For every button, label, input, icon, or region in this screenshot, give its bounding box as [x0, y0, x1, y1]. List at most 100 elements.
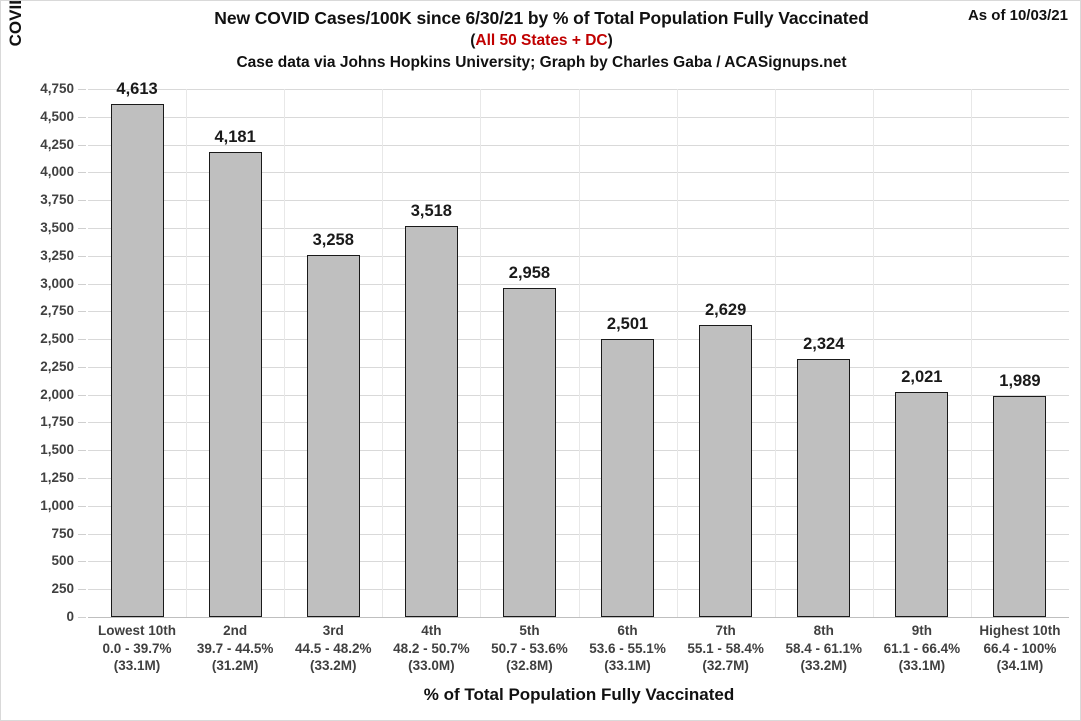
bar[interactable] [895, 392, 949, 617]
y-tick-mark [78, 227, 86, 229]
y-axis-tick-label: 4,750 [40, 81, 74, 96]
y-axis-tick-label: 1,250 [40, 470, 74, 486]
x-axis-category-label: 5th 50.7 - 53.6% (32.8M) [469, 622, 589, 675]
y-tick-mark [78, 589, 86, 591]
y-axis-tick-label: 3,000 [40, 275, 74, 291]
bar-value-label: 2,501 [606, 314, 649, 333]
y-axis-tick-label: 0 [66, 609, 74, 624]
x-axis-category-label: 2nd 39.7 - 44.5% (31.2M) [175, 622, 295, 675]
category-name: 6th [617, 623, 638, 638]
category-population: (33.2M) [800, 658, 847, 673]
category-name: 4th [421, 623, 442, 638]
category-population: (31.2M) [211, 658, 259, 673]
y-axis-tick-label: 2,250 [40, 358, 74, 374]
y-tick-mark [78, 144, 86, 146]
chart-header: New COVID Cases/100K since 6/30/21 by % … [1, 7, 1080, 73]
bar[interactable] [110, 104, 164, 617]
category-range: 39.7 - 44.5% [196, 640, 274, 656]
y-tick-mark [78, 200, 86, 202]
category-divider [676, 89, 678, 617]
y-tick-mark [78, 533, 86, 535]
y-tick-mark [78, 478, 86, 480]
x-axis-category-label: 4th 48.2 - 50.7% (33.0M) [371, 622, 491, 675]
x-axis-category-label: 9th 61.1 - 66.4% (33.1M) [862, 622, 982, 675]
bar-value-label: 4,181 [214, 128, 256, 147]
category-name: Highest 10th [979, 623, 1061, 638]
y-tick-mark [78, 172, 86, 174]
y-tick-mark [78, 366, 86, 368]
x-axis-category-label: 8th 58.4 - 61.1% (33.2M) [764, 622, 884, 675]
y-axis-tick-label: 500 [51, 553, 74, 569]
bar[interactable] [699, 324, 753, 617]
bar-value-label: 4,613 [116, 80, 158, 99]
category-divider [872, 89, 874, 617]
x-axis-category-label: Lowest 10th 0.0 - 39.7% (33.1M) [77, 622, 197, 675]
category-divider [774, 89, 776, 617]
category-range: 53.6 - 55.1% [589, 640, 666, 656]
bar-value-label: 2,021 [901, 368, 943, 387]
y-axis-tick-label: 1,750 [40, 414, 74, 430]
category-population: (33.2M) [309, 658, 357, 673]
y-axis-tick-label: 3,500 [40, 219, 74, 235]
category-range: 44.5 - 48.2% [294, 640, 372, 656]
y-tick-mark [78, 116, 86, 118]
subtitle-highlight: All 50 States + DC [475, 32, 608, 49]
plot-area [78, 89, 1069, 618]
chart-title: New COVID Cases/100K since 6/30/21 by % … [214, 8, 869, 28]
as-of-date: As of 10/03/21 [967, 7, 1068, 24]
x-axis-title: % of Total Population Fully Vaccinated [423, 685, 735, 704]
category-name: 9th [911, 623, 932, 638]
bar[interactable] [404, 225, 458, 617]
bar[interactable] [306, 254, 360, 617]
x-axis-category-label: Highest 10th 66.4 - 100% (34.1M) [960, 622, 1080, 675]
category-range: 66.4 - 100% [983, 640, 1057, 656]
category-range: 0.0 - 39.7% [102, 640, 172, 656]
y-tick-mark [78, 255, 86, 257]
bar[interactable] [601, 339, 655, 617]
y-axis-tick-label: 1,500 [40, 442, 74, 458]
chart-subtitle-scope: (All 50 States + DC) [1, 30, 1080, 51]
bar-value-label: 2,958 [508, 264, 551, 283]
y-tick-mark [78, 394, 86, 396]
y-axis-title: COVID Cases per 100K Residents Since 6/3… [1, 1, 31, 119]
x-axis-category-label: 6th 53.6 - 55.1% (33.1M) [568, 622, 688, 675]
category-range: 55.1 - 58.4% [687, 640, 764, 656]
category-name: 2nd [223, 623, 248, 638]
y-tick-mark [78, 561, 86, 563]
y-axis-tick-label: 4,000 [40, 164, 74, 180]
category-range: 48.2 - 50.7% [393, 640, 470, 656]
category-divider [382, 89, 384, 617]
y-tick-mark [78, 311, 86, 313]
category-population: (33.1M) [113, 658, 161, 673]
y-axis-tick-label: 2,500 [40, 331, 74, 347]
category-range: 58.4 - 61.1% [785, 640, 863, 656]
y-tick-mark [78, 283, 86, 285]
category-divider [186, 89, 188, 617]
bar-value-label: 2,324 [803, 334, 845, 353]
chart-credit: Case data via Johns Hopkins University; … [236, 54, 847, 71]
y-axis-tick-label: 1,000 [40, 497, 74, 513]
paren-open: ( [470, 32, 476, 49]
y-axis-tick-label: 750 [51, 525, 74, 541]
category-name: 5th [519, 623, 540, 638]
y-axis-tick-label: 2,000 [40, 386, 74, 402]
bar[interactable] [502, 288, 556, 617]
bar-value-label: 3,258 [312, 230, 354, 249]
category-name: 3rd [322, 623, 344, 638]
category-population: (33.1M) [604, 658, 651, 673]
y-axis-tick-label: 2,750 [40, 303, 74, 319]
y-axis-tick-label: 4,500 [40, 108, 74, 124]
bar[interactable] [993, 395, 1047, 617]
y-tick-mark [78, 617, 86, 618]
bar[interactable] [208, 152, 262, 617]
y-tick-mark [78, 450, 86, 452]
category-divider [284, 89, 286, 617]
category-population: (33.0M) [408, 658, 455, 673]
category-population: (34.1M) [996, 658, 1044, 673]
category-range: 61.1 - 66.4% [883, 640, 961, 656]
bar-value-label: 2,629 [704, 300, 747, 319]
bar-value-label: 1,989 [999, 371, 1041, 390]
x-axis-category-label: 3rd 44.5 - 48.2% (33.2M) [273, 622, 393, 675]
bar[interactable] [797, 358, 851, 617]
category-population: (32.8M) [506, 658, 553, 673]
